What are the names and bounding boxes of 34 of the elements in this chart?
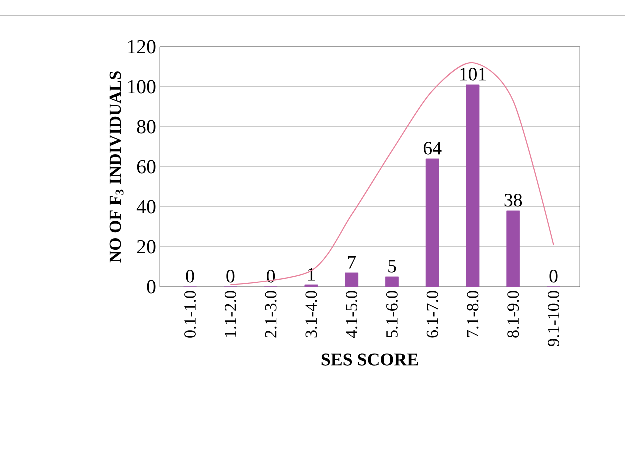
bar xyxy=(345,272,359,288)
y-tick-label: 0 xyxy=(147,280,156,294)
bar xyxy=(386,276,399,288)
bar xyxy=(426,158,440,288)
x-tick-label: 8.1-9.0 xyxy=(508,291,520,338)
y-tick-label: 100 xyxy=(128,80,156,94)
bar xyxy=(304,284,318,288)
data-label: 38 xyxy=(504,194,522,207)
x-tick-label: 3.1-4.0 xyxy=(306,291,318,338)
x-tick-label: 1.1-2.0 xyxy=(224,291,236,337)
data-label: 64 xyxy=(424,142,442,155)
data-label: 1 xyxy=(308,268,316,281)
y-tick-label: 80 xyxy=(137,120,156,134)
data-label: 0 xyxy=(186,270,194,283)
y-tick-label: 60 xyxy=(137,160,156,174)
x-tick-label: 2.1-3.0 xyxy=(265,291,277,338)
x-axis-title: SES SCORE xyxy=(322,354,418,366)
data-label: 5 xyxy=(388,260,396,273)
x-tick-label: 0.1-1.0 xyxy=(184,291,196,338)
data-label: 7 xyxy=(348,256,356,269)
bar xyxy=(506,210,520,288)
y-tick-label: 20 xyxy=(137,240,156,254)
x-tick-label: 4.1-5.0 xyxy=(346,291,358,338)
x-tick-label: 5.1-6.0 xyxy=(386,291,398,338)
x-tick-label: 9.1-10.0 xyxy=(548,291,560,346)
x-tick-label: 7.1-8.0 xyxy=(467,291,479,338)
bar xyxy=(466,84,480,288)
x-tick-label: 6.1-7.0 xyxy=(426,291,438,338)
data-label: 0 xyxy=(550,270,558,283)
data-label: 0 xyxy=(226,270,235,283)
data-label: 101 xyxy=(460,68,486,81)
y-tick-label: 120 xyxy=(128,40,156,54)
y-tick-label: 40 xyxy=(136,200,156,214)
y-axis-title: NO OF F$_{3}$ INDIVIDUALS xyxy=(110,72,124,263)
